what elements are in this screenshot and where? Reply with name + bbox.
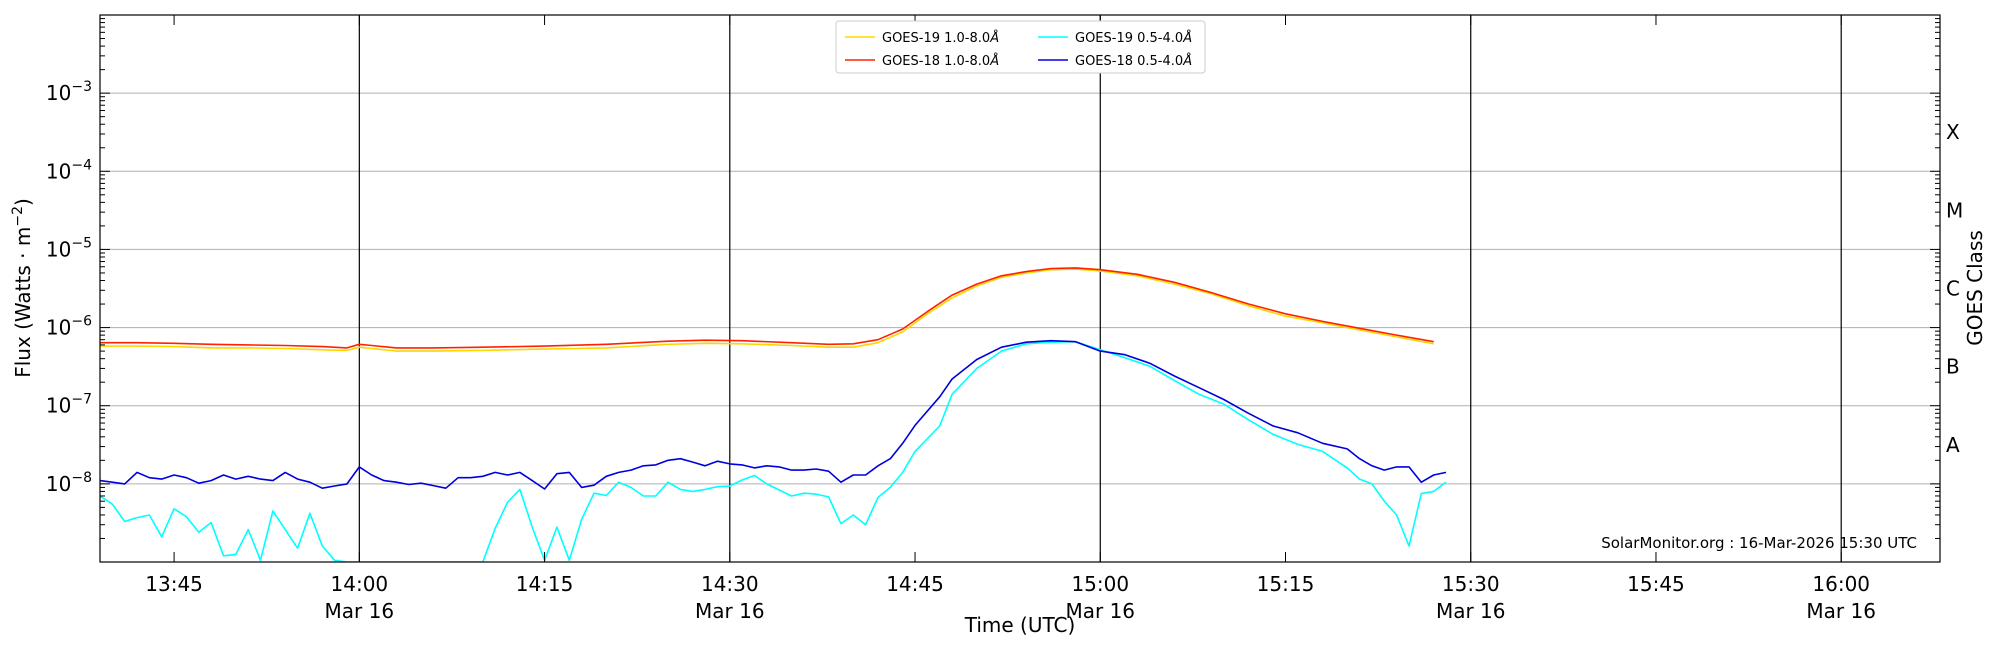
legend: GOES-19 1.0-8.0Å GOES-19 0.5-4.0Å GOES-18 … (835, 20, 1206, 74)
solarmonitor-annotation: SolarMonitor.org : 16-Mar-2026 15:30 UTC (1601, 534, 1917, 552)
class-label-m: M (1946, 198, 1963, 222)
legend-label-1: GOES-18 1.0-8.0Å (882, 53, 999, 69)
y-tick-label-5: 10−8 (46, 470, 92, 496)
y-tick-label-3: 10−6 (46, 314, 92, 340)
x-tick-label-9: 16:00 (1812, 572, 1870, 596)
x-axis-title: Time (UTC) (964, 613, 1076, 637)
class-label-c: C (1946, 277, 1960, 301)
series-line-0 (100, 268, 1434, 352)
x-tick-label-3: 14:30 (701, 572, 759, 596)
series-line-1 (100, 267, 1434, 349)
right-axis-title: GOES Class (1963, 230, 1987, 346)
x-tick-date-3: Mar 16 (695, 599, 765, 623)
plot-frame (99, 14, 1941, 563)
class-label-b: B (1946, 355, 1960, 379)
day-marker-lines (358, 15, 1842, 562)
x-tick-label-4: 14:45 (886, 572, 944, 596)
x-axis-ticks: 13:45 14:00 Mar 16 14:15 14:30 Mar 16 14:45 15:… (145, 15, 1876, 623)
y-tick-label-4: 10−7 (46, 392, 92, 418)
x-tick-label-1: 14:00 (331, 572, 389, 596)
y-axis-title: Flux (Watts · m−2) (10, 198, 35, 378)
x-tick-date-9: Mar 16 (1806, 599, 1876, 623)
legend-label-3: GOES-18 0.5-4.0Å (1075, 53, 1192, 69)
x-tick-label-6: 15:15 (1257, 572, 1315, 596)
class-label-a: A (1946, 433, 1960, 457)
goes-class-labels: X M C B A (1946, 120, 1963, 457)
legend-box (835, 20, 1206, 74)
legend-label-2: GOES-19 0.5-4.0Å (1075, 30, 1192, 46)
series-line-2 (100, 340, 1447, 562)
y-tick-label-2: 10−5 (46, 235, 92, 261)
x-tick-label-5: 15:00 (1071, 572, 1129, 596)
y-tick-label-1: 10−4 (46, 157, 92, 183)
x-tick-label-8: 15:45 (1627, 572, 1685, 596)
class-label-x: X (1946, 120, 1960, 144)
series-line-3 (100, 339, 1447, 490)
legend-label-0: GOES-19 1.0-8.0Å (882, 30, 999, 46)
x-tick-date-5: Mar 16 (1065, 599, 1135, 623)
y-axis-ticks: 10−3 10−4 10−5 10−6 10−7 10−8 (46, 18, 1940, 563)
x-tick-label-2: 14:15 (516, 572, 574, 596)
x-tick-date-7: Mar 16 (1436, 599, 1506, 623)
y-tick-label-0: 10−3 (46, 79, 92, 105)
x-tick-label-0: 13:45 (145, 572, 203, 596)
x-tick-label-7: 15:30 (1442, 572, 1500, 596)
x-tick-date-1: Mar 16 (325, 599, 395, 623)
flux-series (100, 267, 1447, 562)
